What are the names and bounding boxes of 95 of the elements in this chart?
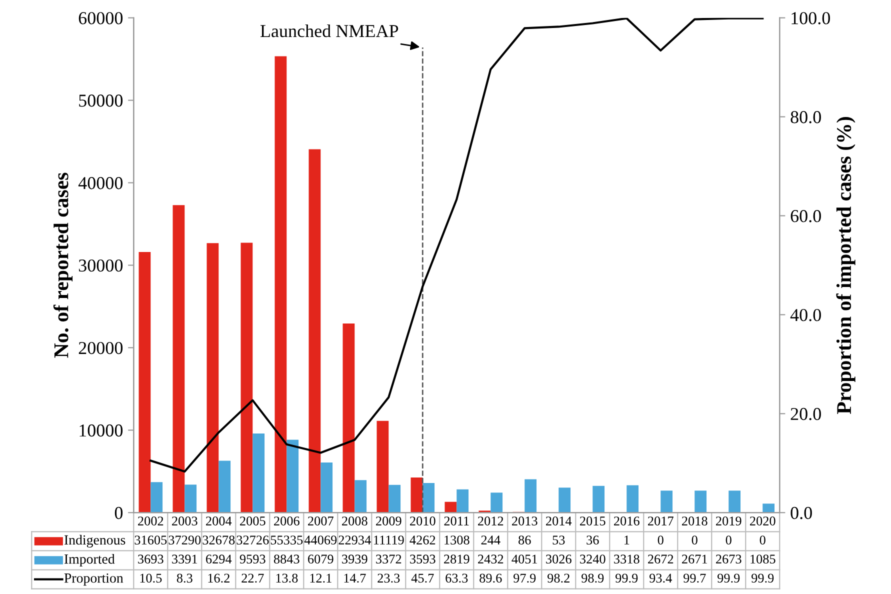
data-label: 37290	[168, 536, 201, 544]
data-label: 4262	[410, 536, 436, 544]
data-label: 3318	[614, 554, 640, 564]
data-label: 0	[760, 536, 766, 544]
data-label: 22934	[338, 536, 371, 544]
x-tick-label: 2020	[750, 516, 776, 526]
data-label: 8843	[274, 554, 300, 564]
data-label: 6294	[206, 554, 232, 564]
data-label: 2671	[682, 554, 708, 564]
data-label: 89.6	[480, 574, 502, 583]
data-label: 93.4	[650, 574, 672, 583]
data-label: 44069	[304, 536, 337, 544]
x-tick-label: 2018	[682, 516, 708, 526]
data-label: 98.9	[582, 574, 604, 583]
data-label: 3593	[410, 554, 436, 564]
x-tick-label: 2011	[444, 516, 469, 526]
data-label: 9593	[240, 554, 266, 564]
legend-label: Imported	[64, 554, 115, 567]
ref-line-label: Launched NMEAP	[260, 24, 398, 38]
x-tick-label: 2004	[206, 516, 232, 526]
x-tick-label: 2017	[648, 516, 674, 526]
data-label: 11119	[374, 536, 404, 544]
data-label: 3693	[138, 554, 164, 564]
data-label: 55335	[270, 536, 303, 544]
x-tick-label: 2014	[546, 516, 572, 526]
data-label: 31605	[134, 536, 167, 544]
y-axis-title: No. of reported cases	[53, 172, 73, 358]
y2-tick-label: 80.0	[790, 111, 821, 124]
data-label: 0	[726, 536, 732, 544]
data-label: 32678	[202, 536, 235, 544]
x-tick-label: 2016	[614, 516, 640, 526]
data-label: 97.9	[514, 574, 536, 583]
y2-tick-label: 40.0	[790, 308, 821, 322]
data-label: 36	[586, 536, 599, 544]
data-label: 3939	[342, 554, 368, 564]
data-label: 2672	[648, 554, 674, 564]
y2-tick-label: 20.0	[790, 408, 821, 420]
y-tick-label: 50000	[79, 94, 123, 107]
data-label: 10.5	[140, 574, 162, 583]
data-label: 99.9	[718, 574, 740, 583]
data-label: 0	[692, 536, 698, 544]
y2-tick-label: 0.0	[790, 506, 812, 520]
y2-tick-label: 60.0	[790, 210, 821, 222]
x-tick-label: 2005	[240, 516, 266, 526]
y-tick-label: 10000	[80, 424, 123, 437]
data-label: 86	[518, 536, 531, 544]
y-tick-label: 30000	[78, 259, 123, 272]
data-label: 99.9	[752, 574, 774, 583]
data-label: 98.2	[548, 574, 570, 583]
data-label: 2673	[716, 554, 742, 564]
x-tick-label: 2013	[512, 516, 538, 526]
data-label: 4051	[512, 554, 538, 564]
x-tick-label: 2007	[308, 516, 334, 526]
legend-label: Proportion	[64, 573, 124, 586]
legend-label: Indigenous	[64, 534, 126, 548]
x-tick-label: 2003	[172, 516, 198, 526]
data-label: 3391	[172, 554, 198, 564]
x-tick-label: 2002	[138, 516, 164, 526]
data-label: 6079	[308, 554, 334, 564]
data-label: 3372	[376, 554, 402, 564]
y-tick-label: 40000	[78, 177, 123, 190]
data-label: 3240	[580, 554, 606, 564]
data-label: 23.3	[378, 574, 400, 583]
x-tick-label: 2019	[716, 516, 742, 526]
x-tick-label: 2006	[274, 516, 300, 526]
data-label: 13.8	[276, 574, 298, 583]
y2-tick-label: 100.0	[792, 12, 830, 24]
data-label: 45.7	[411, 574, 434, 583]
data-label: 244	[481, 536, 500, 544]
data-label: 22.7	[242, 574, 264, 583]
data-label: 99.7	[684, 574, 706, 583]
y-tick-label: 20000	[78, 342, 123, 354]
data-label: 63.3	[446, 574, 468, 583]
data-label: 2432	[478, 554, 504, 564]
x-tick-label: 2015	[580, 516, 606, 526]
data-label: 3026	[546, 554, 572, 564]
x-tick-label: 2009	[376, 516, 402, 526]
y-tick-label: 60000	[78, 12, 123, 24]
data-label: 12.1	[310, 574, 332, 583]
x-tick-label: 2010	[410, 516, 436, 526]
y2-axis-title: Proportion of imported cases (%)	[836, 117, 856, 414]
data-label: 2819	[444, 554, 470, 564]
data-label: 8.3	[176, 574, 192, 583]
data-label: 1308	[444, 536, 470, 544]
data-label: 16.2	[208, 574, 230, 583]
data-label: 1	[624, 536, 630, 544]
data-label: 32726	[236, 536, 269, 544]
y-tick-label: 0	[114, 506, 123, 520]
data-label: 0	[658, 536, 664, 544]
x-tick-label: 2012	[478, 516, 504, 526]
data-label: 1085	[750, 554, 776, 564]
data-label: 99.9	[616, 574, 638, 583]
x-tick-label: 2008	[342, 516, 368, 526]
data-label: 14.7	[344, 574, 366, 583]
data-label: 53	[552, 536, 565, 544]
